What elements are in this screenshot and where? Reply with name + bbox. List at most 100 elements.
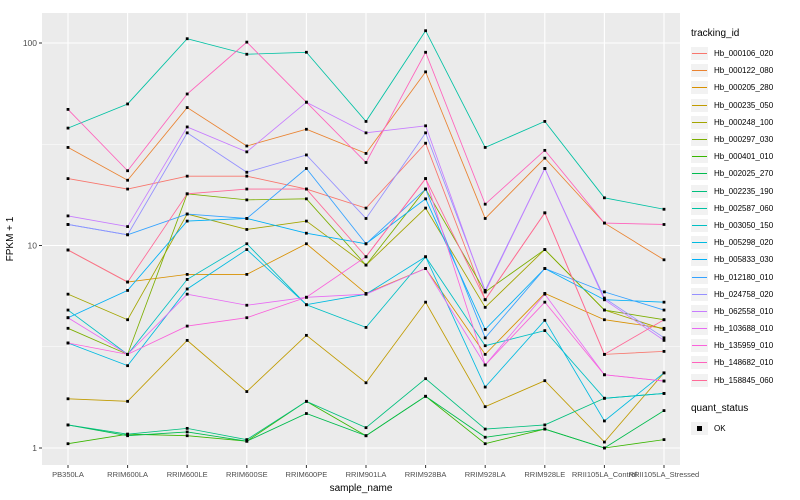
- data-point: [603, 440, 606, 444]
- legend-item: Hb_024758_020: [691, 286, 799, 303]
- plot-panel: [42, 13, 680, 465]
- data-point: [185, 131, 189, 135]
- data-point: [424, 394, 427, 398]
- data-point: [245, 272, 249, 276]
- legend-line-swatch: [692, 70, 707, 72]
- data-point: [245, 316, 249, 320]
- data-point: [483, 385, 487, 389]
- legend-key-icon: [691, 184, 708, 198]
- legend-item: Hb_000205_280: [691, 79, 799, 96]
- data-point: [364, 131, 368, 135]
- legend-line-swatch: [692, 156, 707, 158]
- data-point: [603, 290, 606, 294]
- legend-item: Hb_158845_060: [691, 372, 799, 389]
- data-point: [305, 399, 308, 403]
- legend-line-swatch: [692, 207, 707, 209]
- data-point: [66, 126, 70, 130]
- data-point: [483, 363, 487, 367]
- legend-line-swatch: [692, 242, 707, 244]
- data-point: [603, 373, 606, 377]
- data-point: [662, 308, 666, 312]
- data-point: [185, 426, 189, 430]
- data-point: [305, 167, 308, 170]
- legend-item: Hb_005833_030: [691, 251, 799, 268]
- legend-key-icon: [691, 201, 708, 215]
- data-point: [662, 318, 666, 322]
- data-point: [66, 341, 70, 345]
- data-point: [126, 352, 129, 356]
- legend-item: Hb_003050_150: [691, 217, 799, 234]
- x-tick-label: RRIM600PE: [286, 470, 328, 479]
- legend-item: Hb_062558_010: [691, 303, 799, 320]
- data-point: [603, 419, 606, 423]
- data-point: [603, 318, 606, 322]
- data-point: [305, 187, 308, 191]
- data-point: [543, 329, 547, 332]
- data-point: [126, 364, 129, 368]
- data-point: [305, 295, 308, 299]
- data-point: [483, 435, 487, 439]
- data-point: [483, 305, 487, 309]
- legend-item: Hb_103688_010: [691, 320, 799, 337]
- legend-item: Hb_002025_270: [691, 165, 799, 182]
- data-point: [543, 318, 547, 322]
- data-point: [185, 272, 189, 276]
- legend-item-label: Hb_103688_010: [714, 324, 774, 334]
- data-point: [185, 125, 189, 129]
- legend-line-swatch: [692, 310, 707, 312]
- data-point: [364, 326, 368, 329]
- legend-item-label: Hb_062558_010: [714, 306, 774, 316]
- legend-item-label: Hb_024758_020: [714, 289, 774, 299]
- data-point: [245, 438, 249, 442]
- data-point: [364, 426, 368, 430]
- data-point: [305, 197, 308, 201]
- data-point: [662, 338, 666, 342]
- data-point: [245, 40, 249, 44]
- data-point: [364, 151, 368, 155]
- data-point: [66, 214, 70, 218]
- data-point: [424, 124, 427, 128]
- data-point: [424, 177, 427, 180]
- x-tick-label: RRIM600SE: [226, 470, 268, 479]
- legend-item: Hb_002587_060: [691, 200, 799, 217]
- data-point: [185, 192, 189, 196]
- data-point: [185, 292, 189, 296]
- data-point: [603, 308, 606, 312]
- legend-item-label: Hb_002587_060: [714, 203, 774, 213]
- data-point: [66, 292, 70, 296]
- data-point: [185, 338, 189, 342]
- data-point: [543, 120, 547, 123]
- legend-line-swatch: [692, 121, 707, 123]
- legend-item-label: Hb_002025_270: [714, 169, 774, 179]
- data-point: [543, 292, 547, 296]
- data-point: [305, 219, 308, 223]
- legend-key-icon: [691, 304, 708, 318]
- legend2-items: OK: [691, 420, 799, 437]
- data-point: [66, 108, 70, 111]
- legend-item-label: Hb_005833_030: [714, 255, 774, 265]
- legend-line-swatch: [692, 87, 707, 89]
- legend-item-label: Hb_148682_010: [714, 358, 774, 368]
- data-point: [185, 212, 189, 216]
- black-square-icon: [697, 425, 702, 431]
- data-point: [245, 170, 249, 174]
- legend-item: Hb_148682_010: [691, 354, 799, 371]
- data-point: [185, 37, 189, 41]
- data-point: [603, 446, 606, 450]
- data-point: [364, 217, 368, 220]
- legend-item: Hb_000235_050: [691, 97, 799, 114]
- data-point: [305, 303, 308, 307]
- x-tick-label: RRII105LA_Stressed: [629, 470, 699, 479]
- data-point: [185, 287, 189, 291]
- legend-item-label: Hb_005298_020: [714, 238, 774, 248]
- legend-items: Hb_000106_020 Hb_000122_080 Hb_000205_280 H…: [691, 45, 799, 389]
- data-point: [364, 242, 368, 246]
- legend-key-icon: [691, 115, 708, 129]
- data-point: [662, 328, 666, 331]
- data-point: [662, 349, 666, 353]
- data-point: [424, 187, 427, 191]
- legend-key-icon: [691, 64, 708, 78]
- legend-key-icon: [691, 270, 708, 284]
- legend-title: tracking_id: [691, 28, 740, 39]
- data-point: [424, 131, 427, 135]
